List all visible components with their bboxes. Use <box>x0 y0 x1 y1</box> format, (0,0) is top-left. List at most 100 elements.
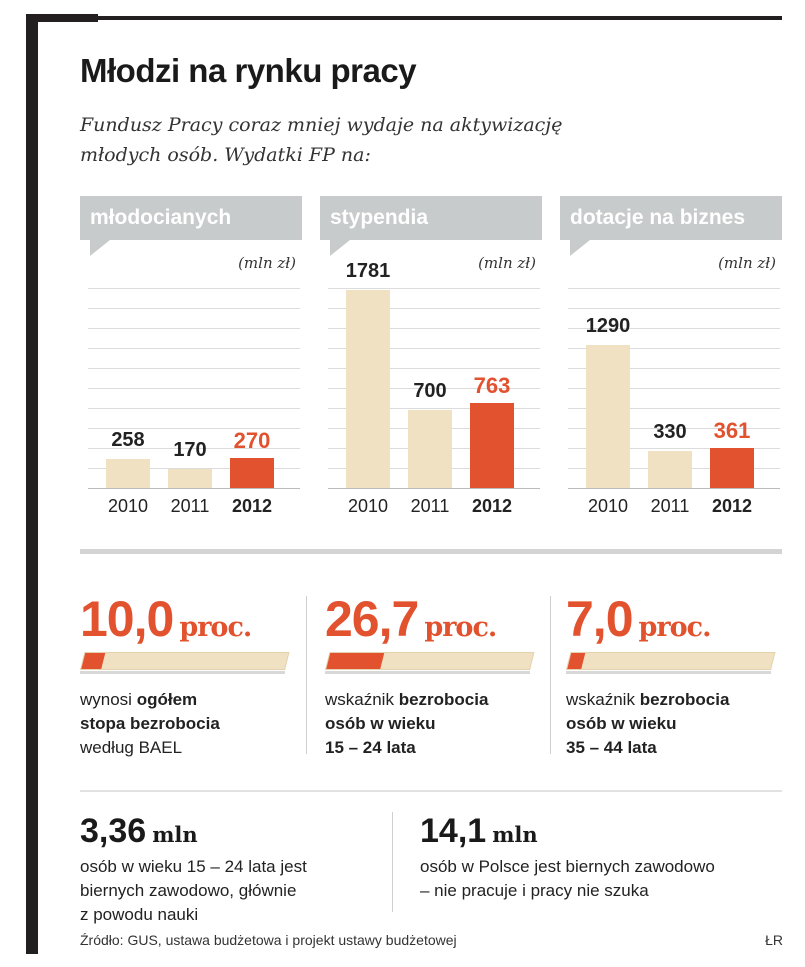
bar-2011 <box>168 469 212 488</box>
stat-description: wynosi ogółem stopa bezrobocia według BA… <box>80 690 220 757</box>
gridline <box>88 308 300 309</box>
tab-pointer <box>330 240 350 256</box>
chart-panel-stypendia: stypendia (mln zł) 1781 2010 700 2011 763 201… <box>320 196 542 526</box>
gridline <box>568 328 780 329</box>
value-label: 763 <box>473 373 511 398</box>
author-initials: ŁR <box>765 932 783 948</box>
value-label: 361 <box>713 418 751 443</box>
mln-divider <box>392 812 393 912</box>
bar-2010 <box>106 459 150 488</box>
x-tick-label: 2010 <box>587 496 629 516</box>
stat-description: wskaźnik bezrobocia osób w wieku 35 – 44… <box>566 690 730 757</box>
gridline <box>568 368 780 369</box>
subtitle-line-2: młodych osób. Wydatki FP na: <box>80 144 371 166</box>
tab-pointer <box>570 240 590 256</box>
frame-top-bar <box>26 14 98 22</box>
stat-inactive-total: 14,1 mln osób w Polsce jest biernych zawo… <box>420 812 780 903</box>
subtitle: Fundusz Pracy coraz mniej wydaje na akty… <box>80 110 720 170</box>
gridline <box>568 308 780 309</box>
chart-unit: (mln zł) <box>238 254 296 272</box>
value-label: 1290 <box>585 315 631 337</box>
x-tick-label: 2012 <box>471 496 513 516</box>
section-separator <box>80 549 782 554</box>
gridline <box>88 448 300 449</box>
gridline <box>568 288 780 289</box>
x-tick-label: 2012 <box>711 496 753 516</box>
gridline <box>88 428 300 429</box>
stat-value: 26,7 proc. <box>325 591 497 647</box>
bar-2011 <box>648 451 692 488</box>
gridline <box>568 388 780 389</box>
chart-unit: (mln zł) <box>478 254 536 272</box>
chart-panel-mlodocianych: młodocianych (mln zł) 258 2010 170 2011 270 2… <box>80 196 302 526</box>
x-tick-label: 2012 <box>231 496 273 516</box>
chart-unit: (mln zł) <box>718 254 776 272</box>
progress-fill <box>81 653 106 669</box>
stat-inactive-youth: 3,36 mln osób w wieku 15 – 24 lata jest b… <box>80 812 380 927</box>
gridline <box>568 408 780 409</box>
gridline <box>328 368 540 369</box>
mln-value: 14,1 mln <box>420 812 538 850</box>
chart-panel-dotacje: dotacje na biznes (mln zł) 1290 2010 330 20… <box>560 196 782 526</box>
x-tick-label: 2010 <box>347 496 389 516</box>
progress-shadow <box>80 671 285 674</box>
gridline <box>328 348 540 349</box>
axis-baseline <box>328 488 540 489</box>
gridline <box>88 388 300 389</box>
stat-divider <box>550 596 551 754</box>
chart-title: dotacje na biznes <box>560 196 782 240</box>
stat-divider <box>306 596 307 754</box>
gridline <box>88 368 300 369</box>
gridline <box>328 408 540 409</box>
subtitle-line-1: Fundusz Pracy coraz mniej wydaje na akty… <box>80 114 563 136</box>
mln-value: 3,36 mln <box>80 812 198 850</box>
progress-fill <box>326 653 385 669</box>
mln-description: osób w wieku 15 – 24 lata jest biernych … <box>80 857 307 924</box>
x-tick-label: 2010 <box>107 496 149 516</box>
mln-description: osób w Polsce jest biernych zawodowo – n… <box>420 857 715 900</box>
value-label: 330 <box>653 421 687 443</box>
x-tick-label: 2011 <box>650 496 690 516</box>
progress-shadow <box>566 671 771 674</box>
bar-2010 <box>346 290 390 488</box>
gridline <box>88 408 300 409</box>
bar-2012 <box>230 458 274 488</box>
stat-value: 7,0 proc. <box>566 591 711 647</box>
bar-2012 <box>710 448 754 488</box>
value-label: 700 <box>413 380 447 402</box>
value-label: 1781 <box>345 260 391 282</box>
gridline <box>88 288 300 289</box>
progress-fill <box>567 653 586 669</box>
x-tick-label: 2011 <box>410 496 450 516</box>
tab-pointer <box>90 240 110 256</box>
bar-2010 <box>586 345 630 488</box>
progress-bar <box>325 652 535 670</box>
section-separator-2 <box>80 790 782 792</box>
stat-description: wskaźnik bezrobocia osób w wieku 15 – 24… <box>325 690 489 757</box>
x-tick-label: 2011 <box>170 496 210 516</box>
axis-baseline <box>88 488 300 489</box>
chart-title: młodocianych <box>80 196 302 240</box>
chart-title: stypendia <box>320 196 542 240</box>
gridline <box>88 348 300 349</box>
value-label: 170 <box>173 439 207 461</box>
bar-2011 <box>408 410 452 488</box>
stat-value: 10,0 proc. <box>80 591 252 647</box>
gridline <box>328 388 540 389</box>
gridline <box>568 448 780 449</box>
page-title: Młodzi na rynku pracy <box>80 52 417 89</box>
frame-left-bar <box>26 14 38 954</box>
gridline <box>88 468 300 469</box>
progress-bar <box>80 652 290 670</box>
bar-2012 <box>470 403 514 488</box>
gridline <box>568 428 780 429</box>
value-label: 258 <box>111 429 145 451</box>
gridline <box>328 308 540 309</box>
frame-top-rule <box>96 16 782 20</box>
gridline <box>328 328 540 329</box>
progress-bar <box>566 652 776 670</box>
gridline <box>568 348 780 349</box>
progress-shadow <box>325 671 530 674</box>
source-note: Źródło: GUS, ustawa budżetowa i projekt … <box>80 932 457 948</box>
axis-baseline <box>568 488 780 489</box>
